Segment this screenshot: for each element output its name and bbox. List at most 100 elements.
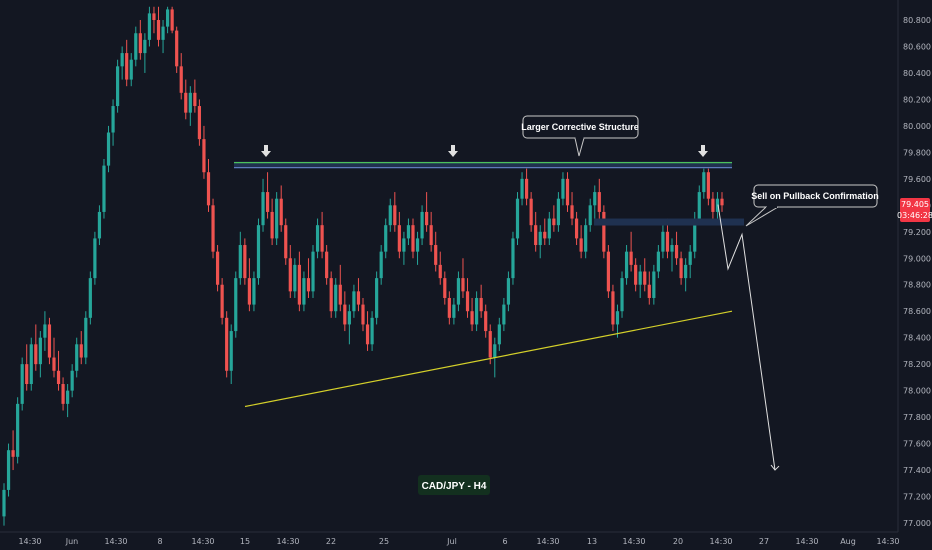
price-axis-tick-label: 77.200 bbox=[903, 493, 931, 502]
candle-body bbox=[602, 211, 606, 252]
candle-body bbox=[102, 165, 106, 212]
candle bbox=[702, 165, 706, 199]
candle bbox=[520, 172, 524, 206]
candle-body bbox=[84, 317, 88, 358]
candle-body bbox=[415, 238, 420, 252]
price-axis-tick-label: 80.800 bbox=[903, 16, 931, 25]
structure-callout-text: Larger Corrective Structure bbox=[521, 122, 639, 132]
candle-body bbox=[579, 238, 583, 252]
time-axis-tick-label: 14:30 bbox=[276, 537, 299, 546]
candle bbox=[265, 172, 270, 219]
candle-body bbox=[538, 231, 542, 246]
candle-body bbox=[120, 53, 124, 67]
candle-body bbox=[225, 317, 229, 371]
candle bbox=[134, 26, 138, 67]
candle-body bbox=[656, 251, 660, 272]
candle bbox=[479, 284, 483, 318]
candle-body bbox=[293, 264, 297, 292]
price-axis-tick-label: 80.400 bbox=[903, 69, 931, 78]
candle bbox=[102, 158, 106, 219]
price-axis[interactable]: 80.800 80.600 80.400 80.200 80.000 79.800 79.6… bbox=[903, 16, 931, 528]
candle bbox=[597, 178, 601, 219]
candle-body bbox=[215, 251, 220, 285]
candle bbox=[284, 218, 288, 265]
candle-body bbox=[393, 205, 397, 226]
time-axis-tick-label: 14:30 bbox=[536, 537, 559, 546]
candle-body bbox=[147, 13, 152, 40]
candle bbox=[406, 218, 411, 246]
candle-body bbox=[234, 278, 238, 332]
signal-callout-text: Sell on Pullback Confirmation bbox=[751, 191, 879, 201]
time-axis-tick-label: 15 bbox=[240, 537, 250, 546]
candle bbox=[602, 205, 606, 259]
structure-callout-pointer bbox=[574, 137, 585, 157]
candle-body bbox=[343, 304, 347, 325]
candle-body bbox=[320, 225, 324, 252]
candle bbox=[574, 211, 579, 246]
candle bbox=[238, 231, 242, 285]
candle-body bbox=[106, 132, 111, 166]
candle bbox=[220, 278, 224, 325]
candle bbox=[56, 350, 61, 391]
candle-body bbox=[388, 205, 392, 226]
candle-body bbox=[447, 297, 451, 318]
candle-body bbox=[688, 251, 692, 265]
time-axis-tick-label: 14:30 bbox=[622, 537, 645, 546]
candle bbox=[465, 278, 470, 318]
time-axis-tick-label: 13 bbox=[587, 537, 597, 546]
candle-body bbox=[597, 192, 601, 212]
candle-body bbox=[647, 284, 651, 298]
candle-body bbox=[352, 291, 356, 312]
candle-body bbox=[170, 9, 174, 31]
candle-body bbox=[574, 218, 579, 239]
candle bbox=[524, 165, 529, 206]
candle bbox=[584, 218, 588, 259]
candle-body bbox=[270, 211, 274, 239]
candle-body bbox=[261, 192, 265, 226]
candle bbox=[565, 172, 570, 212]
candle-body bbox=[706, 172, 710, 199]
candle-body bbox=[406, 225, 411, 239]
candle-body bbox=[275, 198, 279, 239]
candle bbox=[534, 211, 538, 252]
candle bbox=[125, 39, 129, 87]
candle bbox=[684, 258, 688, 292]
candle-body bbox=[443, 278, 447, 298]
time-axis-tick-label: Jul bbox=[446, 537, 457, 546]
candle bbox=[456, 271, 461, 312]
candle-body bbox=[325, 251, 329, 279]
candle-body bbox=[475, 297, 479, 325]
candle bbox=[143, 33, 147, 73]
candle-body bbox=[56, 370, 61, 385]
candle bbox=[179, 53, 183, 100]
candle-body bbox=[684, 264, 688, 279]
candle-body bbox=[88, 278, 92, 318]
price-axis-tick-label: 77.800 bbox=[903, 413, 931, 422]
candle bbox=[447, 291, 451, 325]
candle bbox=[475, 291, 479, 332]
candle bbox=[243, 238, 247, 285]
price-tag-countdown: 03:46:28 bbox=[897, 211, 932, 220]
price-axis-tick-label: 80.200 bbox=[903, 95, 931, 104]
candle bbox=[302, 271, 306, 312]
candle-body bbox=[211, 205, 215, 252]
candle bbox=[11, 430, 15, 471]
candle-body bbox=[334, 284, 338, 312]
candle-body bbox=[570, 205, 574, 219]
time-axis-tick-label: 14:30 bbox=[709, 537, 732, 546]
candle-body bbox=[47, 324, 52, 358]
candle bbox=[515, 192, 520, 246]
candle-body bbox=[720, 198, 724, 206]
candle bbox=[184, 79, 188, 120]
structure-callout: Larger Corrective Structure bbox=[521, 115, 639, 157]
candle bbox=[661, 225, 665, 259]
time-axis[interactable]: 14:30 Jun 14:30 8 14:30 15 14:30 22 25 Jul 6 14:30 1… bbox=[18, 537, 899, 546]
candle bbox=[29, 337, 33, 391]
candle-body bbox=[125, 53, 129, 80]
candle bbox=[256, 218, 261, 285]
candle bbox=[670, 238, 674, 272]
candle-body bbox=[206, 172, 211, 206]
time-axis-tick-label: 14:30 bbox=[795, 537, 818, 546]
